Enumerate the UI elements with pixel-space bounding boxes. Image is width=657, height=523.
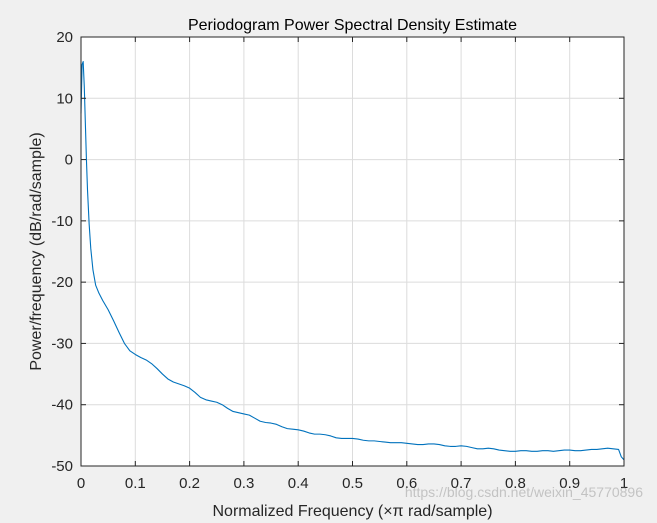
tick-labels: 0 0.1 0.2 0.3 0.4 0.5 0.6 0.7 0.8 0.9 1 20 10 0 -10 -20… [51,29,628,492]
y-tick-label: -20 [51,274,73,291]
plot-area [80,60,625,461]
y-tick-label: -40 [51,397,73,414]
x-tick-label: 0.2 [179,475,200,492]
x-tick-label: 0.6 [396,475,417,492]
chart-title: Periodogram Power Spectral Density Estim… [188,17,517,34]
psd-series-line [80,60,625,461]
y-tick-label: -50 [51,458,73,475]
x-tick-label: 0.1 [125,475,146,492]
y-tick-label: 10 [56,90,73,107]
y-tick-label: 20 [56,29,73,46]
x-tick-label: 0.5 [342,475,363,492]
x-tick-label: 1 [620,475,628,492]
y-tick-label: -10 [51,213,73,230]
x-tick-label: 0.3 [233,475,254,492]
x-tick-label: 0.8 [505,475,526,492]
y-axis-label: Power/frequency (dB/rad/sample) [28,132,45,370]
x-tick-label: 0 [77,475,85,492]
x-tick-label: 0.7 [451,475,472,492]
y-tick-label: -30 [51,335,73,352]
x-axis-label: Normalized Frequency (×π rad/sample) [212,503,492,520]
watermark: https://blog.csdn.net/weixin_45770896 [405,484,643,500]
axis-ticks [80,36,625,467]
x-tick-label: 0.4 [288,475,309,492]
x-tick-label: 0.9 [559,475,580,492]
y-tick-label: 0 [65,152,73,169]
